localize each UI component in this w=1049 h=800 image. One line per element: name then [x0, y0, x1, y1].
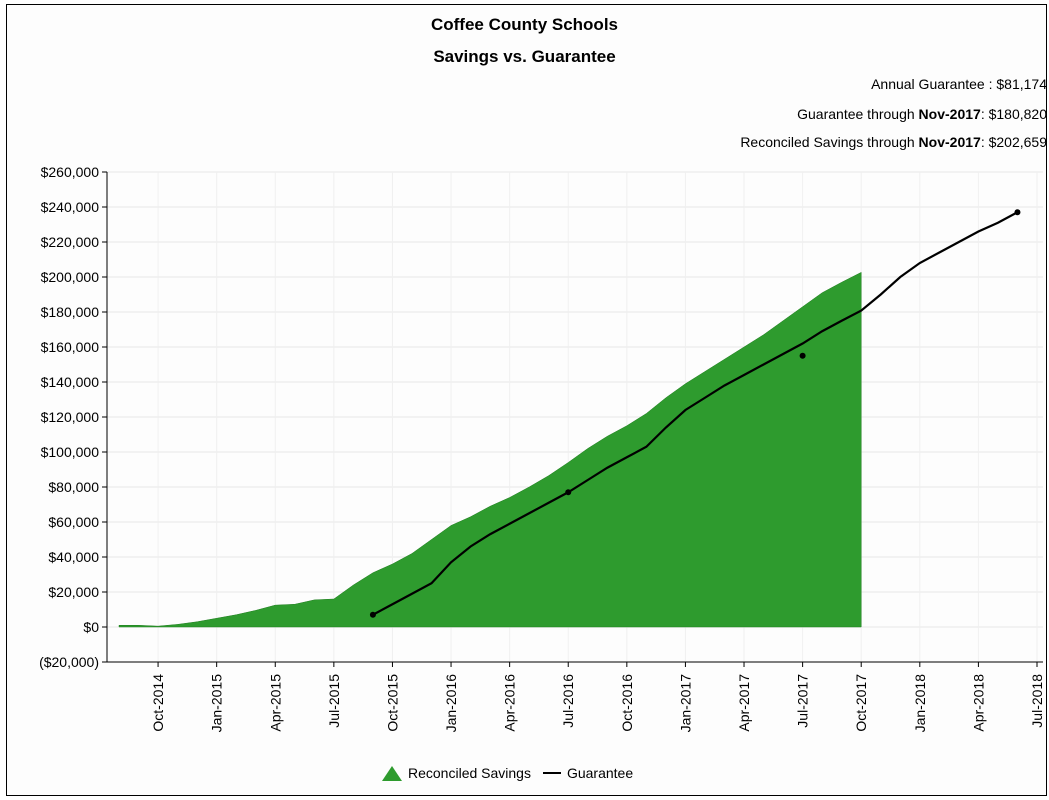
x-tick-label: Apr-2017 [736, 674, 752, 732]
x-tick-label: Jul-2017 [795, 674, 811, 728]
chart-frame [6, 4, 1047, 796]
y-tick-label: $240,000 [41, 199, 100, 215]
guarantee-through-sep: : [980, 106, 989, 122]
y-tick-label: $0 [83, 619, 99, 635]
x-tick-label: Jul-2016 [560, 674, 576, 728]
y-tick-label: $40,000 [48, 549, 99, 565]
guarantee-marker [1014, 209, 1021, 216]
chart-subtitle: Savings vs. Guarantee [433, 47, 616, 66]
savings-through-month: Nov-2017 [918, 134, 981, 150]
x-tick-label: Jul-2015 [326, 674, 342, 728]
x-tick-label: Jan-2015 [209, 674, 225, 733]
reconciled-savings-area [118, 271, 862, 628]
x-tick-label: Jul-2018 [1029, 674, 1045, 728]
legend-savings-swatch [382, 765, 402, 781]
guarantee-marker [565, 489, 572, 496]
y-tick-label: $80,000 [48, 479, 99, 495]
annual-guarantee-value: $81,174 [996, 76, 1047, 92]
savings-through-value: $202,659 [988, 134, 1047, 150]
x-tick-label: Apr-2015 [267, 674, 283, 732]
guarantee-through-value: $180,820 [988, 106, 1047, 122]
x-tick-label: Oct-2015 [384, 674, 400, 732]
y-tick-label: $180,000 [41, 304, 100, 320]
guarantee-marker [799, 352, 806, 359]
legend-savings-label: Reconciled Savings [408, 765, 531, 781]
x-tick-label: Jan-2016 [443, 674, 459, 733]
y-tick-label: $160,000 [41, 339, 100, 355]
guarantee-through: Guarantee through Nov-2017: $180,820 [797, 106, 1047, 122]
y-tick-label: $200,000 [41, 269, 100, 285]
x-tick-label: Jan-2018 [912, 674, 928, 733]
legend-guarantee-swatch [542, 772, 561, 774]
savings-through: Reconciled Savings through Nov-2017: $20… [740, 134, 1047, 150]
annual-guarantee: Annual Guarantee : $81,174 [871, 76, 1047, 92]
y-tick-label: ($20,000) [39, 654, 99, 670]
guarantee-through-label: Guarantee through [797, 106, 919, 122]
y-tick-label: $140,000 [41, 374, 100, 390]
x-tick-label: Oct-2014 [150, 674, 166, 732]
y-tick-label: $260,000 [41, 164, 100, 180]
savings-through-sep: : [980, 134, 989, 150]
y-tick-label: $60,000 [48, 514, 99, 530]
guarantee-marker [369, 611, 376, 618]
guarantee-through-month: Nov-2017 [918, 106, 981, 122]
legend: Reconciled Savings Guarantee [382, 765, 633, 781]
x-tick-label: Oct-2016 [619, 674, 635, 732]
chart-title: Coffee County Schools [430, 15, 618, 34]
x-tick-label: Oct-2017 [853, 674, 869, 732]
savings-through-label: Reconciled Savings through [740, 134, 919, 150]
x-tick-label: Jan-2017 [677, 674, 693, 733]
y-tick-label: $20,000 [48, 584, 99, 600]
x-tick-label: Apr-2018 [970, 674, 986, 732]
guarantee-line [372, 211, 1018, 616]
legend-guarantee-label: Guarantee [566, 765, 634, 781]
y-tick-label: $120,000 [41, 409, 100, 425]
annual-guarantee-label: Annual Guarantee : [871, 76, 997, 92]
y-tick-label: $220,000 [41, 234, 100, 250]
y-tick-label: $100,000 [41, 444, 100, 460]
x-tick-label: Apr-2016 [502, 674, 518, 732]
